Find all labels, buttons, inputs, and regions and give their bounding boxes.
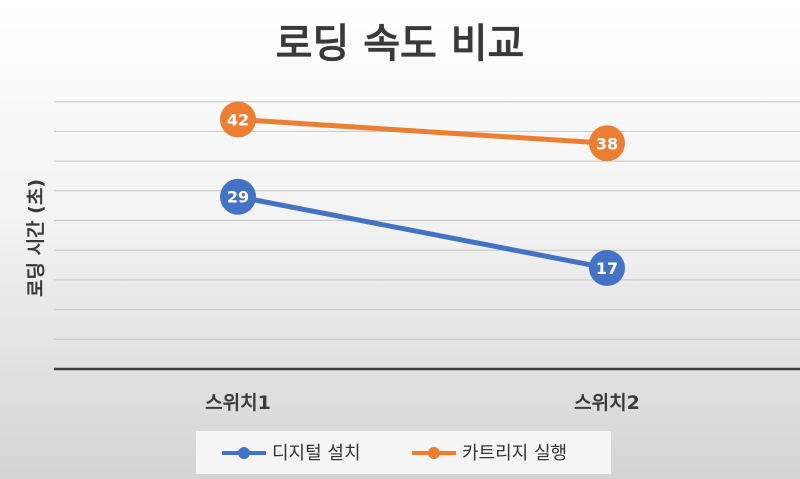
legend-label: 카트리지 실행 <box>462 443 567 464</box>
data-point-marker <box>220 101 256 138</box>
x-tick-label: 스위치1 <box>205 392 271 414</box>
y-axis-label: 로딩 시간 (초) <box>25 179 47 297</box>
data-label: 38 <box>596 134 618 153</box>
data-label: 42 <box>227 111 249 130</box>
series-layer: 29 17 42 38 <box>220 101 625 287</box>
legend-swatch-marker <box>238 447 250 459</box>
data-point-marker <box>589 125 625 162</box>
data-label: 17 <box>596 259 618 278</box>
data-point-marker <box>589 250 625 287</box>
x-axis-tick-labels: 스위치1 스위치2 <box>205 392 640 414</box>
legend-label: 디지털 설치 <box>272 443 361 464</box>
data-point-marker <box>220 178 256 215</box>
data-label: 29 <box>227 188 249 207</box>
legend-swatch-marker <box>428 447 440 459</box>
series-line <box>235 117 610 146</box>
x-tick-label: 스위치2 <box>574 392 640 414</box>
chart-title: 로딩 속도 비교 <box>276 21 525 67</box>
gridlines <box>54 101 800 340</box>
legend: 디지털 설치 카트리지 실행 <box>196 431 611 474</box>
series-line <box>235 194 610 271</box>
